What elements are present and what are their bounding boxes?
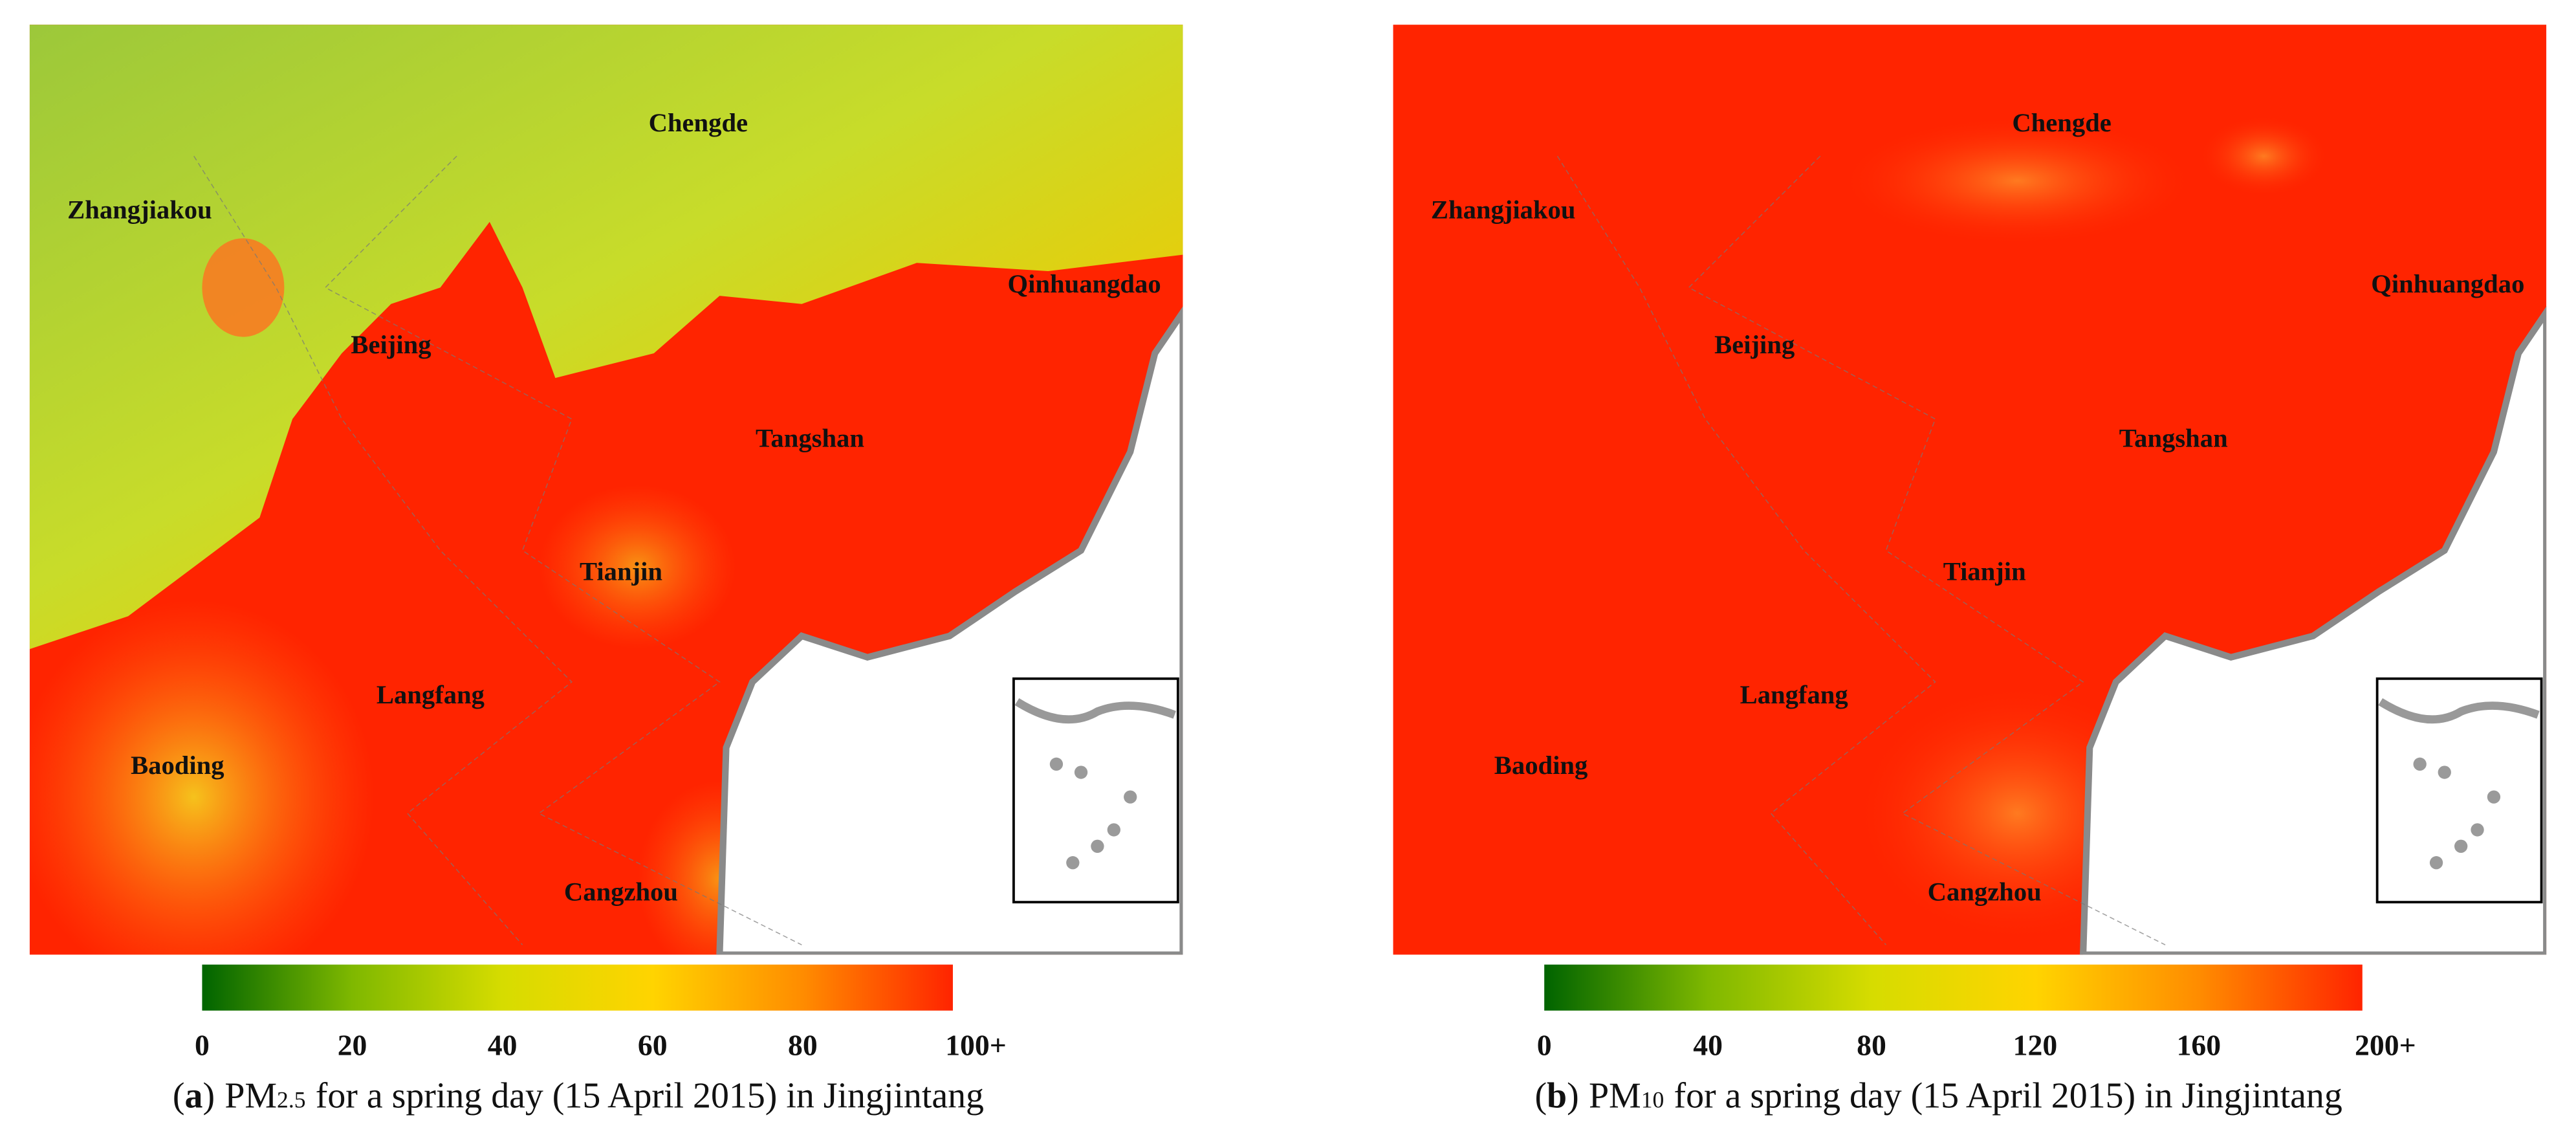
haze — [202, 238, 285, 337]
colorbar-tick-label: 80 — [1857, 1028, 1886, 1061]
map — [1393, 25, 2547, 955]
city-label: Langfang — [1740, 680, 1848, 709]
caption-open: ( — [173, 1076, 185, 1116]
haze — [2198, 115, 2330, 197]
island — [1107, 823, 1120, 837]
caption-pollutant: PM — [224, 1076, 277, 1116]
map-panel: Chengde Zhangjiakou Qinhuangdao Beijing Tang… — [29, 25, 1183, 955]
colorbar-tick-label: 120 — [2013, 1028, 2058, 1061]
map-panel: Chengde Zhangjiakou Qinhuangdao Beijing Tang… — [1393, 25, 2547, 955]
city-label: Cangzhou — [564, 877, 678, 907]
caption-letter: a — [185, 1076, 203, 1116]
city-label: Chengde — [649, 108, 748, 137]
haze — [1837, 115, 2198, 247]
colorbar-tick-label: 0 — [1537, 1028, 1552, 1061]
colorbar-tick-label: 40 — [1693, 1028, 1723, 1061]
island — [1074, 766, 1088, 779]
island — [2487, 790, 2501, 804]
city-label: Beijing — [1714, 330, 1795, 359]
colorbar-tick-label: 0 — [195, 1028, 210, 1061]
island — [2471, 823, 2484, 837]
city-label: Baoding — [131, 751, 224, 780]
city-label: Beijing — [351, 330, 431, 359]
island — [2429, 856, 2443, 870]
island — [2454, 839, 2468, 853]
caption: (b) PM10 for a spring day (15 April 2015) … — [1534, 1076, 2342, 1116]
city-label: Langfang — [377, 680, 485, 709]
caption-pollutant: PM — [1589, 1076, 1641, 1116]
colorbar-tick-label: 20 — [338, 1028, 367, 1061]
city-label: Baoding — [1494, 751, 1588, 780]
island — [1049, 757, 1064, 771]
colorbar-tick-label: 160 — [2177, 1028, 2221, 1061]
city-label: Zhangjiakou — [67, 195, 212, 225]
island — [1091, 839, 1104, 853]
caption-subscript: 10 — [1641, 1087, 1665, 1113]
colorbar — [202, 964, 953, 1011]
caption-close: ) — [1567, 1076, 1579, 1116]
inset-coast — [1014, 698, 1176, 724]
colorbar-tick-label: 100+ — [945, 1028, 1007, 1061]
city-label: Chengde — [2012, 108, 2112, 137]
caption-subscript: 2.5 — [277, 1087, 305, 1113]
city-label: Qinhuangdao — [2371, 269, 2524, 298]
colorbar-tick-label: 40 — [488, 1028, 518, 1061]
colorbar-tick-label: 60 — [638, 1028, 668, 1061]
city-label: Tianjin — [580, 556, 662, 586]
city-label: Qinhuangdao — [1008, 269, 1161, 298]
city-label: Tangshan — [756, 424, 864, 453]
island — [1124, 790, 1137, 804]
island — [2438, 766, 2451, 779]
colorbar — [1544, 964, 2363, 1011]
clean-region — [29, 25, 1183, 650]
island — [1066, 856, 1080, 870]
city-label: Zhangjiakou — [1431, 195, 1576, 225]
haze — [539, 485, 736, 650]
city-label: Tangshan — [2119, 424, 2228, 453]
map — [29, 25, 1183, 955]
inset-coast — [2378, 698, 2540, 724]
city-label: Cangzhou — [1928, 877, 2042, 907]
city-label: Tianjin — [1943, 556, 2026, 586]
haze — [29, 599, 375, 955]
caption-open: ( — [1534, 1076, 1547, 1116]
caption-text: for a spring day (15 April 2015) in Jing… — [316, 1076, 984, 1116]
caption-letter: b — [1547, 1076, 1567, 1116]
colorbar-tick-label: 200+ — [2355, 1028, 2416, 1061]
island — [2413, 757, 2427, 771]
caption-text: for a spring day (15 April 2015) in Jing… — [1674, 1076, 2342, 1116]
colorbar-tick-label: 80 — [788, 1028, 818, 1061]
caption-close: ) — [202, 1076, 215, 1116]
caption: (a) PM2.5 for a spring day (15 April 2015)… — [173, 1076, 984, 1116]
